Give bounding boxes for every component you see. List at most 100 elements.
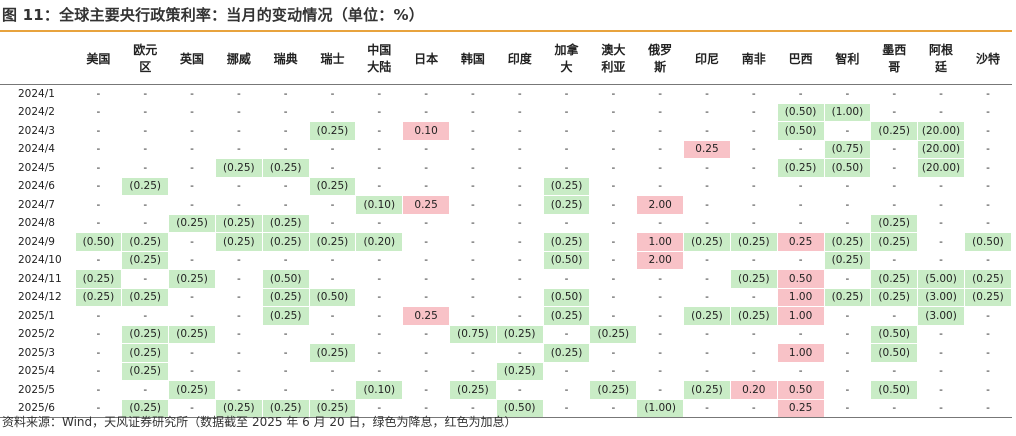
rate-change-cell: - [636,343,685,363]
table-row: 2024/7- - - - - - (0.10) 0.25- - (0.25) -2.00- - - - -… [0,195,1013,215]
rate-change-cell: - [121,214,170,233]
rate-change-cell: - [730,325,778,344]
rate-change-cell: (0.25) [215,399,263,418]
rate-change-cell: (0.25) [496,362,544,381]
row-date: 2024/5 [0,158,76,178]
rate-change-cell: - [75,195,123,215]
rate-change-cell: - [496,195,544,215]
rate-change-cell: - [730,288,778,307]
rate-change-cell: (0.25) [870,269,919,289]
rate-change-cell: - [121,121,170,141]
rate-change-cell: - [543,362,591,381]
rate-change-cell: (0.25) [870,214,919,233]
table-row: 2024/12 (0.25) (0.25) - - (0.25) (0.50) - - - - (0.… [0,288,1013,307]
rate-change-cell: - [870,251,919,270]
rate-change-table-wrapper: 美国 欧元区 英国 挪威 瑞典 瑞士 中国大陆 日本 韩国 印度 加拿大 澳大利… [0,34,1013,418]
rate-change-cell: (0.25) [309,343,357,363]
rate-change-cell: (0.25) [121,343,170,363]
row-date: 2025/5 [0,380,76,400]
rate-change-cell: - [636,380,685,400]
rate-change-cell: - [402,177,450,196]
rate-change-cell: - [917,343,965,363]
rate-change-cell: - [402,288,450,307]
rate-change-cell: - [75,343,123,363]
rate-change-cell: - [683,343,731,363]
rate-change-cell: 0.50 [777,269,825,289]
rate-change-table: 美国 欧元区 英国 挪威 瑞典 瑞士 中国大陆 日本 韩国 印度 加拿大 澳大利… [0,34,1013,418]
rate-change-cell: - [215,306,263,326]
rate-change-cell: - [309,84,357,104]
rate-change-cell: - [589,121,638,141]
rate-change-cell: (0.25) [121,251,170,270]
rate-change-cell: - [917,362,965,381]
rate-change-cell: 1.00 [777,288,825,307]
rate-change-cell: - [589,158,638,178]
rate-change-cell: - [870,195,919,215]
rate-change-cell: (0.50) [870,343,919,363]
rate-change-cell: - [683,269,731,289]
rate-change-cell: - [168,195,216,215]
rate-change-cell: (0.25) [309,399,357,418]
col-header: 澳大利亚 [589,34,637,85]
row-date: 2024/9 [0,232,76,252]
table-row: 2024/11 (0.25) - (0.25) - (0.50) - - - - - - - - - (0.2… [0,269,1013,289]
rate-change-cell: (0.25) [262,306,310,326]
col-header: 中国大陆 [355,34,403,85]
rate-change-cell: - [543,399,591,418]
col-header: 智利 [824,34,871,85]
rate-change-cell: (0.75) [449,325,497,344]
rate-change-cell: - [402,214,450,233]
rate-change-cell: (0.50) [262,269,310,289]
rate-change-cell: - [870,140,919,159]
rate-change-cell: (0.25) [121,325,170,344]
rate-change-cell: - [964,103,1013,122]
rate-change-cell: - [683,121,731,141]
title-rule [0,30,1012,32]
rate-change-cell: - [75,325,123,344]
rate-change-cell: - [215,140,263,159]
rate-change-cell: 2.00 [636,251,685,270]
rate-change-cell: - [449,103,497,122]
rate-change-cell: - [449,121,497,141]
rate-change-cell: (0.25) [262,288,310,307]
row-date: 2024/11 [0,269,76,289]
rate-change-cell: - [75,158,123,178]
rate-change-cell: - [777,140,825,159]
rate-change-cell: (0.50) [964,232,1013,252]
rate-change-cell: - [449,232,497,252]
rate-change-cell: - [215,288,263,307]
table-row: 2025/4- (0.25) - - - - - - - (0.25) - - - - - - - - - - [0,362,1013,381]
rate-change-cell: - [589,214,638,233]
rate-change-cell: (0.25) [589,325,638,344]
rate-change-cell: - [496,158,544,178]
rate-change-cell: - [824,269,872,289]
col-header: 墨西哥 [870,34,918,85]
rate-change-cell: - [121,269,170,289]
rate-change-cell: - [824,399,872,418]
rate-change-cell: - [309,103,357,122]
rate-change-cell: (0.25) [75,269,123,289]
rate-change-cell: - [870,306,919,326]
rate-change-cell: - [262,140,310,159]
rate-change-cell: - [215,343,263,363]
rate-change-cell: (0.75) [824,140,872,159]
col-header: 加拿大 [543,34,590,85]
rate-change-cell: - [496,343,544,363]
table-row: 2024/2- - - - - - - - - - - - - - - (0.50) (1.00) - - - [0,103,1013,122]
rate-change-cell: (3.00) [917,306,965,326]
rate-change-cell: - [730,140,778,159]
rate-change-cell: - [964,251,1013,270]
col-header: 美国 [75,34,122,85]
rate-change-cell: (0.25) [496,325,544,344]
rate-change-cell: - [355,251,404,270]
rate-change-cell: - [730,84,778,104]
rate-change-cell: - [730,158,778,178]
rate-change-cell: - [730,343,778,363]
rate-change-cell: - [777,325,825,344]
col-header: 南非 [730,34,778,85]
rate-change-cell: - [683,177,731,196]
rate-change-cell: (0.20) [355,232,404,252]
table-row: 2025/2- (0.25) (0.25) - - - - - (0.75) (0.25) - (0.… [0,325,1013,344]
rate-change-cell: (0.25) [870,121,919,141]
rate-change-cell: (0.25) [824,232,872,252]
